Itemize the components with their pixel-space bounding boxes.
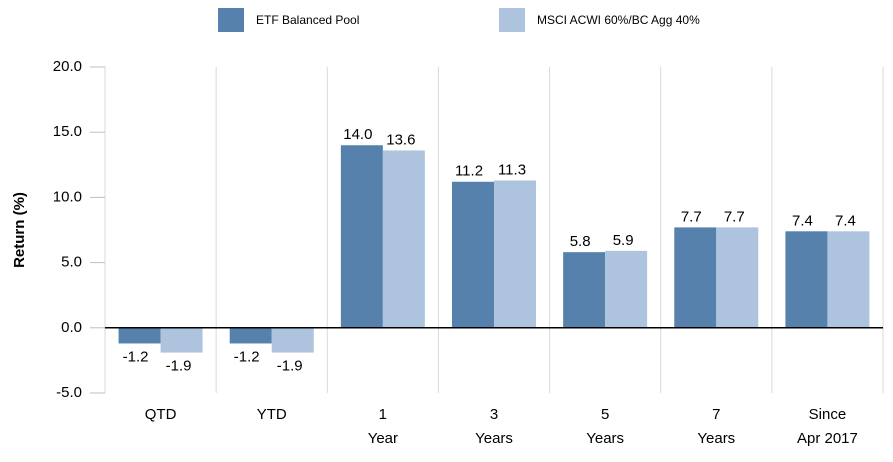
bar: [160, 327, 203, 353]
x-tick-label: Apr 2017: [797, 430, 858, 447]
data-label: 11.2: [455, 163, 483, 180]
legend-swatch: [218, 8, 244, 32]
bar: [563, 252, 606, 328]
data-label: 5.8: [570, 233, 591, 250]
x-tick-label: Years: [697, 430, 735, 447]
legend-label: ETF Balanced Pool: [256, 13, 359, 27]
y-tick-label: -5.0: [56, 384, 82, 401]
bar: [674, 227, 717, 328]
y-tick-label: 5.0: [61, 254, 82, 271]
y-tick-label: 0.0: [61, 319, 82, 336]
x-tick-label: 5: [601, 406, 609, 423]
data-label: 7.7: [724, 208, 745, 225]
legend-label: MSCI ACWI 60%/BC Agg 40%: [537, 13, 700, 27]
data-label: 13.6: [386, 131, 415, 148]
data-label: 7.4: [835, 212, 856, 229]
bar: [118, 327, 161, 344]
x-tick-label: Years: [586, 430, 624, 447]
bar: [605, 250, 648, 328]
bar: [494, 180, 536, 328]
y-axis-label: Return (%): [11, 192, 28, 268]
data-label: 7.4: [792, 212, 813, 229]
x-tick-label: 3: [490, 406, 498, 423]
x-tick-label: YTD: [257, 406, 287, 423]
data-label: 11.3: [498, 161, 526, 178]
y-tick-label: 20.0: [53, 58, 82, 75]
x-tick-label: Year: [368, 430, 398, 447]
data-label: 14.0: [343, 126, 372, 143]
bar: [452, 181, 494, 328]
y-tick-label: 15.0: [53, 123, 82, 140]
data-label: -1.9: [277, 358, 303, 375]
bar: [382, 150, 425, 328]
bar: [229, 327, 272, 344]
data-label: 5.9: [613, 232, 634, 249]
bar: [271, 327, 314, 353]
bar: [785, 231, 828, 328]
x-tick-label: Years: [475, 430, 513, 447]
data-label: -1.2: [234, 348, 260, 365]
x-tick-label: 7: [712, 406, 720, 423]
legend-swatch: [499, 8, 525, 32]
data-label: -1.2: [123, 348, 149, 365]
x-tick-label: Since: [809, 406, 847, 423]
data-label: 7.7: [681, 208, 702, 225]
x-tick-label: QTD: [145, 406, 177, 423]
y-tick-label: 10.0: [53, 188, 82, 205]
data-label: -1.9: [166, 358, 192, 375]
bar: [340, 145, 383, 328]
x-tick-label: 1: [379, 406, 387, 423]
bar: [827, 231, 870, 328]
bar: [716, 227, 759, 328]
